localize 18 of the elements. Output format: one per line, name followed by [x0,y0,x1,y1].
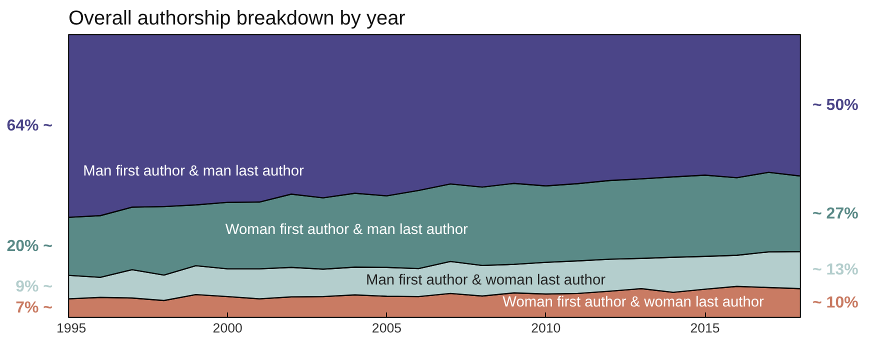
x-tick-label: 2005 [372,320,402,336]
text: 64% ~ [6,117,52,134]
chart-title: Overall authorship breakdown by year [68,8,406,30]
x-tick-label: 2010 [531,320,561,336]
text: 20% ~ [6,238,52,255]
text: 9% ~ [16,278,53,296]
x-tick-label: 1995 [56,320,86,336]
series-label: Man first author & woman last author [366,272,606,289]
text: ~ 10% [812,294,858,312]
series-label: Woman first author & man last author [225,222,468,238]
x-tick-label: 2015 [690,320,720,336]
text: ~ 27% [812,205,858,222]
x-tick-label: 2000 [212,320,242,336]
text: ~ 13% [812,262,858,279]
series-label: Woman first author & woman last author [502,294,764,310]
series-label: Man first author & man last author [83,164,304,180]
text: ~ 50% [812,96,858,114]
text: 7% ~ [16,300,53,317]
